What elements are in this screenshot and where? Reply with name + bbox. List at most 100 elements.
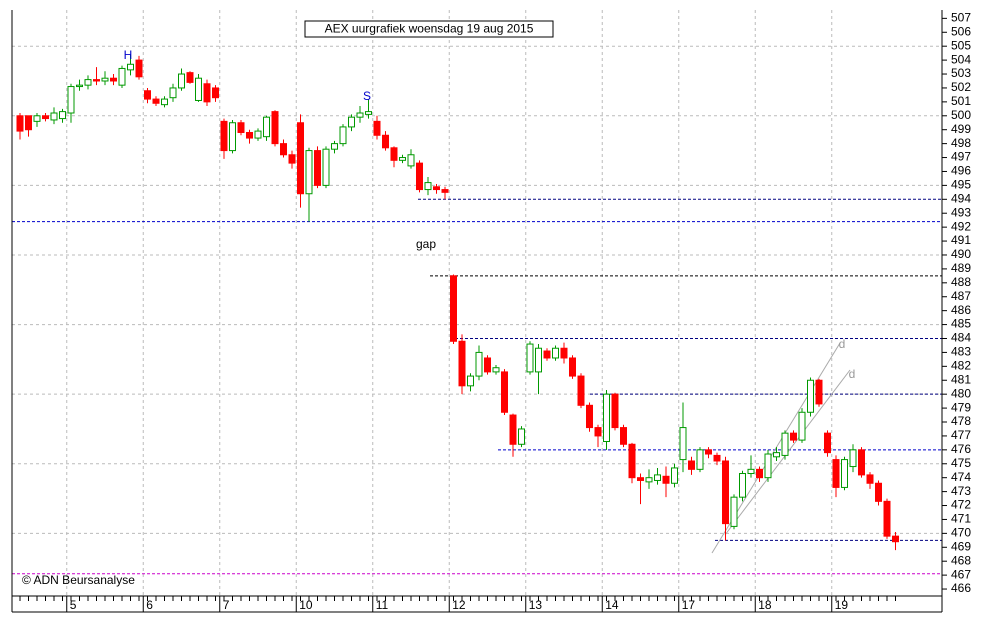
y-tick-label: 483: [951, 345, 971, 359]
candle-body: [271, 111, 279, 145]
candle-body: [288, 154, 296, 164]
y-tick-label: 499: [951, 122, 971, 136]
y-tick-label: 502: [951, 80, 971, 94]
y-tick-label: 485: [951, 317, 971, 331]
y-tick-label: 472: [951, 498, 971, 512]
chart-title: AEX uurgrafiek woensdag 19 aug 2015: [325, 22, 534, 36]
y-tick-label: 490: [951, 247, 971, 261]
y-tick-label: 479: [951, 400, 971, 414]
candle-body: [790, 432, 797, 441]
candle-body: [441, 189, 449, 193]
candle-body: [781, 432, 789, 456]
y-tick-label: 487: [951, 289, 971, 303]
candle-body: [492, 367, 500, 373]
y-tick-label: 482: [951, 359, 971, 373]
candle-body: [518, 428, 525, 445]
candle-body: [747, 468, 755, 475]
y-tick-label: 492: [951, 219, 971, 233]
candle-body: [722, 460, 729, 525]
candle-body: [33, 115, 41, 122]
y-tick-label: 495: [951, 178, 971, 192]
credit: © ADN Beursanalyse: [22, 573, 135, 587]
candle-body: [526, 343, 534, 373]
axes: 4664674684694704714724734744754764774784…: [11, 10, 971, 613]
y-tick-label: 477: [951, 428, 971, 442]
annotation: d: [839, 337, 846, 351]
candle-body: [356, 112, 364, 118]
candle-body: [331, 143, 338, 150]
candle-body: [135, 59, 143, 78]
y-tick-label: 500: [951, 108, 971, 122]
candle-body: [450, 275, 457, 342]
candle-body: [637, 477, 644, 481]
candle-body: [662, 475, 670, 484]
candle-body: [764, 453, 772, 479]
candle-body: [671, 467, 678, 484]
candle-body: [152, 98, 160, 104]
candle-body: [798, 411, 806, 441]
y-tick-label: 504: [951, 52, 971, 66]
candle-body: [25, 115, 32, 131]
y-tick-label: 491: [951, 233, 971, 247]
candle-body: [832, 459, 840, 488]
candle-body: [42, 115, 49, 120]
candle-body: [161, 98, 168, 106]
candle-body: [501, 371, 508, 413]
candle-body: [577, 375, 585, 406]
x-tick-label: 17: [682, 598, 696, 612]
candle-body: [407, 154, 415, 167]
candle-body: [220, 120, 228, 152]
y-tick-label: 484: [951, 331, 971, 345]
candle-body: [552, 347, 559, 359]
y-tick-label: 503: [951, 66, 971, 80]
candle-body: [127, 63, 134, 71]
candle-body: [322, 148, 330, 186]
x-tick-label: 13: [529, 598, 543, 612]
candle-body: [93, 79, 100, 82]
candle-body: [849, 449, 857, 468]
y-tick-label: 478: [951, 414, 971, 428]
candle-body: [416, 162, 423, 191]
annotation: H: [124, 48, 133, 62]
candle-body: [883, 500, 891, 537]
candle-body: [620, 427, 627, 445]
y-tick-label: 480: [951, 386, 971, 400]
candle-body: [892, 535, 899, 543]
y-tick-label: 470: [951, 526, 971, 540]
annotation: gap: [416, 237, 436, 251]
candle-body: [705, 449, 712, 455]
y-tick-label: 469: [951, 539, 971, 553]
candle-body: [560, 347, 568, 359]
y-tick-label: 467: [951, 567, 971, 581]
candle-body: [118, 67, 126, 86]
y-tick-label: 476: [951, 442, 971, 456]
candle-body: [841, 459, 848, 488]
candle-body: [178, 73, 185, 89]
x-tick-label: 7: [223, 598, 230, 612]
candle-body: [611, 393, 619, 429]
candle-body: [484, 357, 491, 373]
y-tick-label: 471: [951, 512, 971, 526]
candle-body: [186, 72, 194, 83]
y-tick-label: 489: [951, 261, 971, 275]
x-tick-label: 11: [376, 598, 389, 612]
candle-body: [59, 111, 66, 120]
candle-body: [645, 477, 653, 483]
y-tick-label: 481: [951, 372, 971, 386]
x-tick-label: 5: [70, 598, 77, 612]
candle-body: [535, 347, 542, 373]
candle-body: [696, 449, 704, 470]
candle-body: [756, 468, 763, 479]
candle-body: [246, 131, 253, 139]
y-tick-label: 506: [951, 24, 971, 38]
x-tick-label: 12: [452, 598, 466, 612]
x-tick-label: 18: [758, 598, 772, 612]
candle-body: [458, 340, 466, 387]
candle-body: [67, 86, 75, 114]
candle-body: [654, 474, 661, 481]
y-tick-label: 497: [951, 150, 971, 164]
candle-body: [373, 120, 381, 136]
y-tick-label: 474: [951, 470, 971, 484]
candle-body: [212, 87, 219, 99]
